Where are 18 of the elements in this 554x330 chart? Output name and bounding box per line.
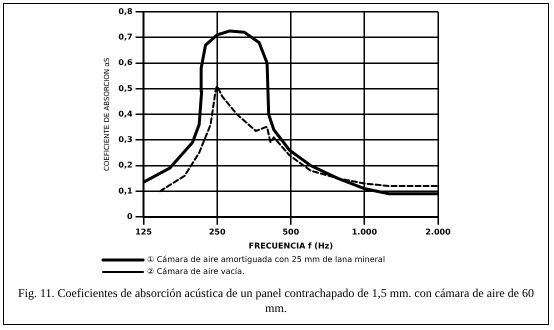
x-tick-label: 500 xyxy=(282,228,300,237)
y-tick-label: 0,7 xyxy=(118,32,133,42)
y-tick-label: 0,1 xyxy=(118,186,134,196)
legend-label: ① Cámara de aire amortiguada con 25 mm de lana mineral xyxy=(147,255,386,264)
y-tick-label: 0,8 xyxy=(118,6,134,16)
y-tick-label: 0 xyxy=(126,212,133,221)
x-axis-title: FRECUENCIA f (Hz) xyxy=(248,241,333,250)
y-tick-label: 0,3 xyxy=(118,135,133,144)
y-tick-label: 0,2 xyxy=(118,160,133,170)
x-tick-label: 250 xyxy=(208,228,226,237)
x-tick-label: 125 xyxy=(135,228,152,237)
caption: Fig. 11. Coeficientes de absorción acústica de un panel contrachapado de 1,5 mm. con cámara de aire de 60 mm. xyxy=(16,286,536,316)
x-tick-label: 1.000 xyxy=(352,228,378,237)
y-tick-label: 0,4 xyxy=(118,109,134,118)
x-tick-label: 2.000 xyxy=(425,228,452,237)
legend-label: ② Cámara de aire vacía. xyxy=(147,267,245,276)
y-tick-label: 0,5 xyxy=(118,84,134,93)
y-tick-label: 0,6 xyxy=(118,58,134,68)
